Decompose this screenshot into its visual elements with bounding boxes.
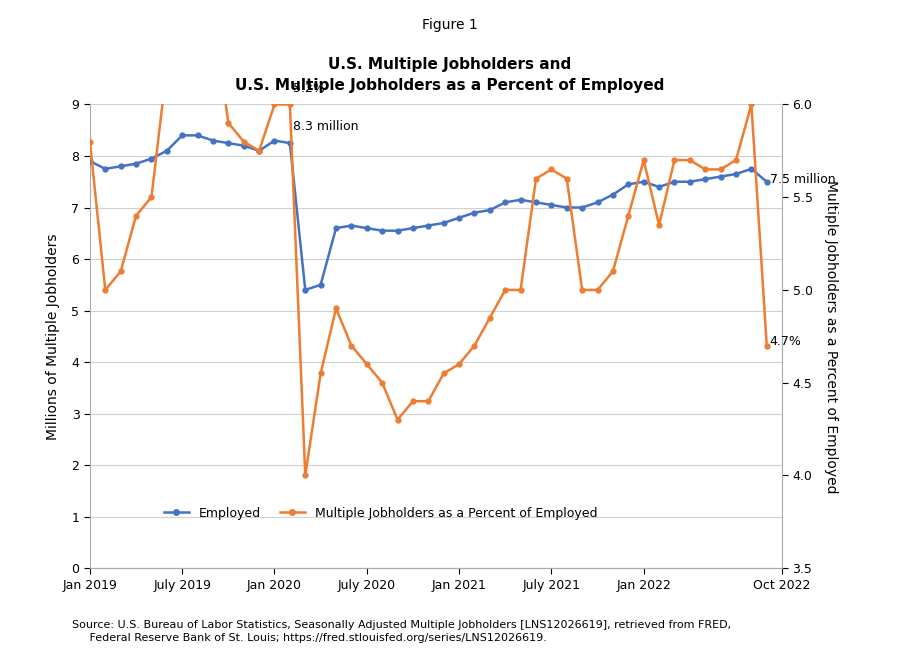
Text: 4.7%: 4.7% xyxy=(770,336,802,348)
Text: 5.2%: 5.2% xyxy=(293,82,325,95)
Text: U.S. Multiple Jobholders and: U.S. Multiple Jobholders and xyxy=(328,57,571,72)
Text: Source: U.S. Bureau of Labor Statistics, Seasonally Adjusted Multiple Jobholders: Source: U.S. Bureau of Labor Statistics,… xyxy=(72,620,731,630)
Text: U.S. Multiple Jobholders as a Percent of Employed: U.S. Multiple Jobholders as a Percent of… xyxy=(235,78,664,93)
Text: 7.5 million: 7.5 million xyxy=(770,172,835,185)
Legend: Employed, Multiple Jobholders as a Percent of Employed: Employed, Multiple Jobholders as a Perce… xyxy=(159,502,602,525)
Y-axis label: Millions of Multiple Jobholders: Millions of Multiple Jobholders xyxy=(47,233,60,439)
Text: Federal Reserve Bank of St. Louis; https://fred.stlouisfed.org/series/LNS1202661: Federal Reserve Bank of St. Louis; https… xyxy=(72,633,547,643)
Y-axis label: Multiple Jobholders as a Percent of Employed: Multiple Jobholders as a Percent of Empl… xyxy=(823,180,838,493)
Text: Figure 1: Figure 1 xyxy=(422,18,477,33)
Text: 8.3 million: 8.3 million xyxy=(293,119,359,133)
